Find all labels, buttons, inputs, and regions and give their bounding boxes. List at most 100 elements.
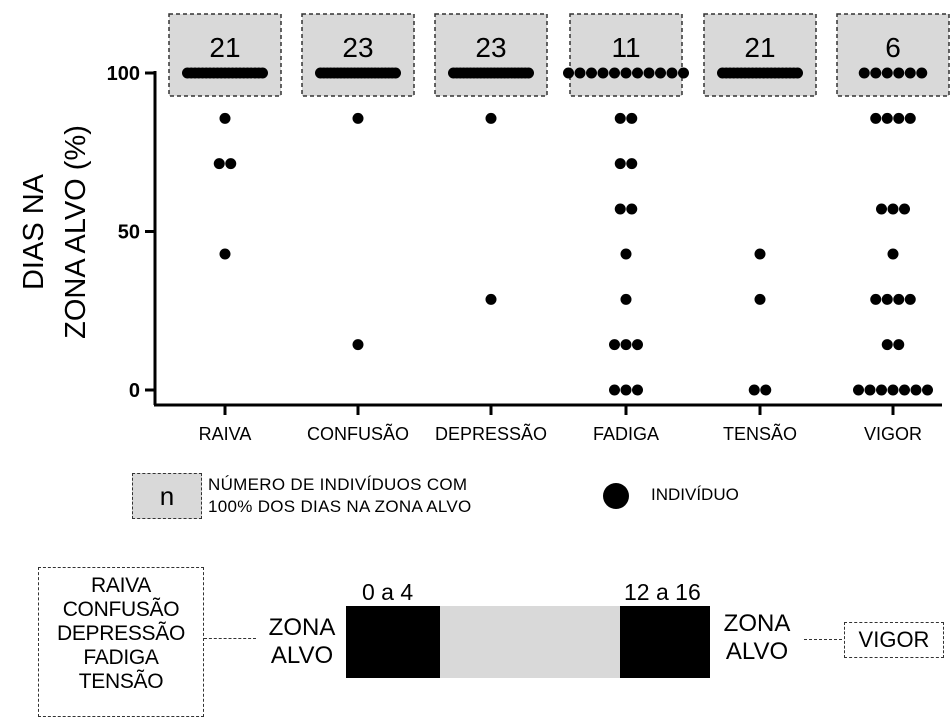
data-point [609, 339, 620, 351]
y-tick-label: 50 [118, 222, 140, 244]
x-tick-label: FADIGA [593, 424, 659, 444]
data-point [922, 384, 933, 396]
data-point [219, 112, 231, 124]
data-point [754, 293, 766, 305]
data-point [597, 67, 609, 79]
x-tick-label: TENSÃO [723, 423, 797, 444]
data-point [910, 384, 922, 396]
data-point [620, 339, 632, 351]
data-point [853, 384, 864, 396]
n-box-value: 23 [475, 32, 506, 63]
data-point [916, 67, 928, 79]
low-range-label: 0 a 4 [362, 579, 414, 605]
list-item: DEPRESSÃO [56, 622, 185, 645]
n-box [434, 13, 548, 97]
data-point [485, 112, 497, 124]
legend-n-line1: NÚMERO DE INDIVÍDUOS COM [208, 475, 468, 494]
list-item: CONFUSÃO [62, 598, 180, 621]
legend-n-box: n [132, 473, 202, 519]
y-tick-label: 0 [129, 380, 140, 402]
data-point [213, 158, 225, 170]
data-point [748, 384, 760, 396]
legend-dot-icon [603, 483, 629, 509]
y-tick-label: 100 [107, 63, 140, 85]
data-point [881, 67, 893, 79]
connector-line-left [204, 638, 256, 639]
scatter-chart: 0 50 100 RAIVA CONFUSÃO DEPRESSÃO FADIGA TENSÃO… [18, 13, 950, 444]
n-boxes: 21 23 23 11 21 6 [168, 13, 950, 97]
data-point [754, 248, 766, 260]
data-point [887, 203, 899, 215]
x-tick-label: DEPRESSÃO [435, 423, 547, 444]
data-point [643, 67, 655, 79]
data-point [881, 112, 893, 124]
data-point [574, 67, 586, 79]
data-point [614, 112, 626, 124]
data-point [586, 67, 597, 79]
n-box-value: 21 [209, 32, 240, 63]
data-point [257, 67, 268, 79]
data-point [352, 339, 364, 351]
chart-axes: 0 50 100 RAIVA CONFUSÃO DEPRESSÃO FADIGA TENSÃO… [107, 63, 942, 444]
data-point [904, 67, 916, 79]
data-point [678, 67, 689, 79]
data-point [870, 112, 882, 124]
data-point [632, 384, 643, 396]
data-point [655, 67, 666, 79]
n-box [703, 13, 817, 97]
data-point [225, 158, 237, 170]
data-point [887, 248, 899, 260]
data-point [887, 384, 899, 396]
data-point [899, 203, 910, 215]
data-point [626, 112, 638, 124]
data-point [614, 203, 626, 215]
data-point [666, 67, 678, 79]
n-box-value: 23 [342, 32, 373, 63]
data-point [876, 384, 887, 396]
data-points [182, 67, 933, 396]
data-point [881, 293, 893, 305]
data-point [632, 67, 643, 79]
data-point [893, 293, 905, 305]
list-item: TENSÃO [78, 670, 164, 693]
data-point [870, 67, 882, 79]
legend-n-line2: 100% DOS DIAS NA ZONA ALVO [208, 497, 472, 516]
data-point [870, 293, 882, 305]
legend-n-description: NÚMERO DE INDIVÍDUOS COM 100% DOS DIAS N… [208, 474, 472, 518]
n-box [301, 13, 415, 97]
n-box [836, 13, 950, 97]
zona-right-line2: ALVO [725, 638, 789, 665]
x-tick-label: CONFUSÃO [307, 423, 409, 444]
data-point [620, 293, 632, 305]
zona-alvo-left: ZONA ALVO [262, 614, 342, 670]
list-item: RAIVA [91, 574, 151, 597]
n-box-value: 6 [885, 32, 901, 63]
connector-line-right [804, 639, 842, 640]
data-point [620, 248, 632, 260]
data-point [390, 67, 401, 79]
zona-alvo-right: ZONA ALVO [712, 610, 802, 666]
y-axis-label: DIAS NA ZONA ALVO (%) [18, 125, 92, 339]
data-point [893, 67, 905, 79]
data-point [899, 384, 910, 396]
data-point [864, 384, 876, 396]
x-tick-label: RAIVA [199, 424, 252, 444]
y-axis-label-line1: DIAS NA [18, 173, 50, 290]
right-category-box: VIGOR [844, 622, 944, 658]
data-point [219, 248, 231, 260]
legend-dot-label: INDIVÍDUO [651, 485, 739, 504]
n-box-value: 11 [611, 32, 640, 63]
zona-left-line1: ZONA [268, 614, 336, 641]
legend-n-symbol: n [159, 480, 175, 511]
data-point [485, 293, 497, 305]
data-point [632, 339, 643, 351]
data-point [609, 67, 620, 79]
data-point [620, 67, 632, 79]
zona-left-line2: ALVO [270, 642, 334, 669]
data-point [858, 67, 870, 79]
scale-bar-middle [440, 606, 620, 678]
data-point [893, 339, 905, 351]
n-box-value: 21 [744, 32, 775, 63]
list-item: FADIGA [83, 646, 159, 669]
zona-right-line1: ZONA [723, 610, 791, 637]
